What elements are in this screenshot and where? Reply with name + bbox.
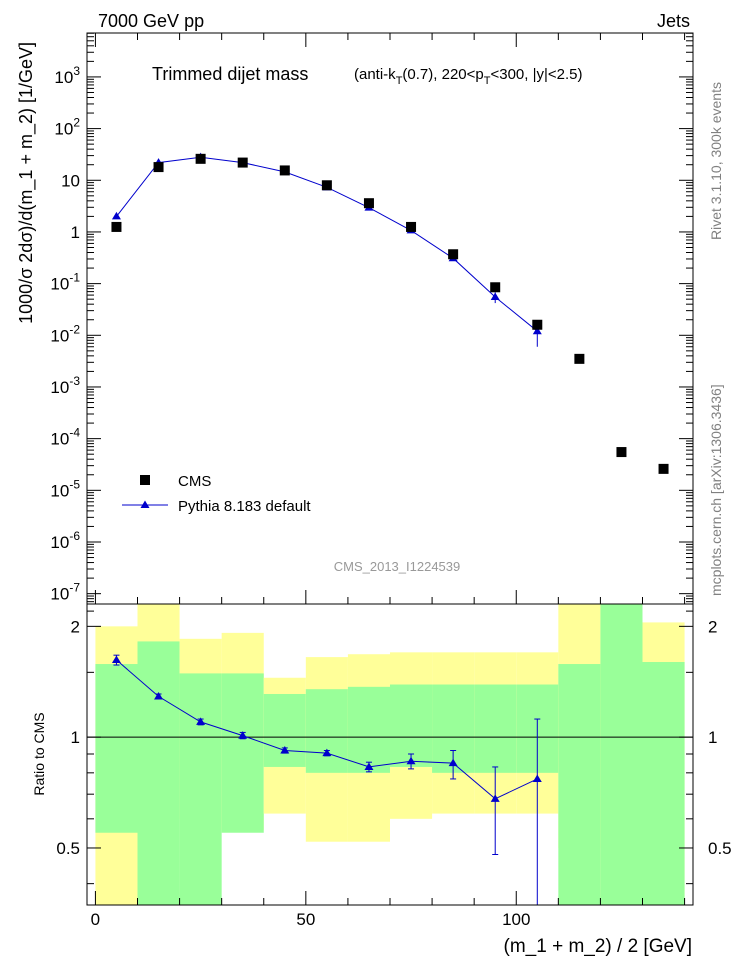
main-y-axis-label: 1000/σ 2dσ)/d(m_1 + m_2) [1/GeV] bbox=[16, 42, 37, 324]
ratio-y-tick-label-left: 0.5 bbox=[56, 839, 80, 858]
main-y-tick-label: 10-6 bbox=[50, 529, 80, 552]
ratio-green-band bbox=[642, 662, 685, 905]
cms-point bbox=[532, 319, 543, 330]
ratio-plot-frame bbox=[86, 603, 694, 906]
ratio-point bbox=[196, 717, 206, 725]
ratio-green-band bbox=[95, 664, 138, 833]
header-left-label: 7000 GeV pp bbox=[98, 11, 204, 31]
ratio-green-band bbox=[347, 686, 390, 773]
mcplots-label: mcplots.cern.ch [arXiv:1306.3436] bbox=[708, 384, 724, 596]
cms-point bbox=[490, 282, 501, 293]
pythia-point bbox=[111, 211, 121, 220]
legend: CMS Pythia 8.183 default bbox=[122, 473, 311, 515]
ratio-green-band bbox=[221, 673, 264, 833]
ratio-point bbox=[406, 756, 416, 765]
watermark-label: CMS_2013_I1224539 bbox=[334, 559, 461, 574]
main-y-tick-label: 10-2 bbox=[50, 322, 80, 345]
ratio-green-band bbox=[263, 693, 306, 767]
x-tick-label: 50 bbox=[296, 910, 315, 929]
main-y-tick-label: 10 bbox=[61, 171, 80, 190]
main-y-tick-label: 10-5 bbox=[50, 477, 80, 500]
rivet-version-label: Rivet 3.1.10, 300k events bbox=[708, 82, 724, 240]
legend-pythia-marker bbox=[140, 500, 150, 508]
ratio-point bbox=[111, 655, 121, 664]
ratio-point bbox=[322, 748, 332, 757]
main-y-tick-label: 10-1 bbox=[50, 271, 80, 294]
ratio-green-band bbox=[558, 664, 601, 905]
main-y-tick-label: 103 bbox=[54, 64, 80, 87]
main-y-tick-label: 10-4 bbox=[50, 426, 80, 449]
ratio-y-tick-label-left: 1 bbox=[71, 728, 80, 747]
legend-cms-marker bbox=[140, 475, 150, 485]
ratio-green-band bbox=[600, 604, 643, 905]
cms-point bbox=[321, 180, 332, 191]
ratio-y-tick-label-right: 0.5 bbox=[708, 839, 732, 858]
ratio-point bbox=[154, 691, 164, 700]
ratio-y-tick-label-right: 1 bbox=[708, 728, 717, 747]
cms-point bbox=[616, 447, 627, 458]
ratio-green-band bbox=[474, 684, 517, 773]
cms-point bbox=[406, 221, 417, 232]
x-tick-label: 100 bbox=[502, 910, 530, 929]
cms-point bbox=[574, 353, 585, 364]
cms-point bbox=[153, 162, 164, 173]
cms-point bbox=[237, 157, 248, 168]
ratio-green-band bbox=[137, 641, 180, 905]
cms-point bbox=[279, 165, 290, 176]
cms-point bbox=[658, 463, 669, 474]
pythia-point bbox=[490, 292, 500, 301]
header-right-label: Jets bbox=[657, 11, 690, 31]
main-y-tick-label: 1 bbox=[71, 223, 80, 242]
ratio-green-band bbox=[305, 689, 348, 773]
ratio-y-tick-label-right: 2 bbox=[708, 617, 717, 636]
main-y-tick-label: 10-7 bbox=[50, 581, 80, 604]
main-title: Trimmed dijet mass bbox=[152, 64, 308, 84]
ratio-point bbox=[532, 774, 542, 782]
main-data-marks bbox=[111, 152, 669, 474]
main-y-tick-label: 10-3 bbox=[50, 374, 80, 397]
cms-point bbox=[363, 198, 374, 209]
cms-point bbox=[448, 249, 459, 260]
ratio-axis-ticks: 0.5 0.5 1 1 2 2 0 50 100 bbox=[56, 610, 732, 929]
main-axis-ticks: 10-7 10-6 10-5 10-4 10-3 10-2 10-1 1 10 102 103 bbox=[50, 32, 693, 604]
x-tick-label: 0 bbox=[91, 910, 100, 929]
cms-point bbox=[111, 221, 122, 232]
ratio-uncertainty-bands bbox=[95, 604, 685, 905]
legend-pythia-label: Pythia 8.183 default bbox=[178, 498, 311, 515]
main-y-tick-label: 102 bbox=[54, 116, 80, 139]
ratio-y-tick-label-left: 2 bbox=[71, 617, 80, 636]
ratio-point bbox=[490, 794, 500, 802]
ratio-green-band bbox=[390, 684, 433, 767]
ratio-point bbox=[364, 762, 374, 770]
ratio-data-marks bbox=[111, 654, 542, 906]
legend-cms-label: CMS bbox=[178, 473, 211, 490]
x-axis-label: (m_1 + m_2) / 2 [GeV] bbox=[504, 936, 693, 957]
main-plot-frame bbox=[86, 32, 694, 605]
ratio-point bbox=[238, 731, 248, 739]
pythia-point bbox=[532, 326, 542, 335]
cms-point bbox=[195, 153, 206, 164]
ratio-point bbox=[448, 758, 458, 767]
ratio-point bbox=[280, 745, 290, 754]
ratio-green-band bbox=[179, 673, 222, 905]
ratio-y-axis-label: Ratio to CMS bbox=[31, 712, 47, 795]
main-subtitle: (anti-kT(0.7), 220<pT<300, |y|<2.5) bbox=[354, 66, 583, 87]
